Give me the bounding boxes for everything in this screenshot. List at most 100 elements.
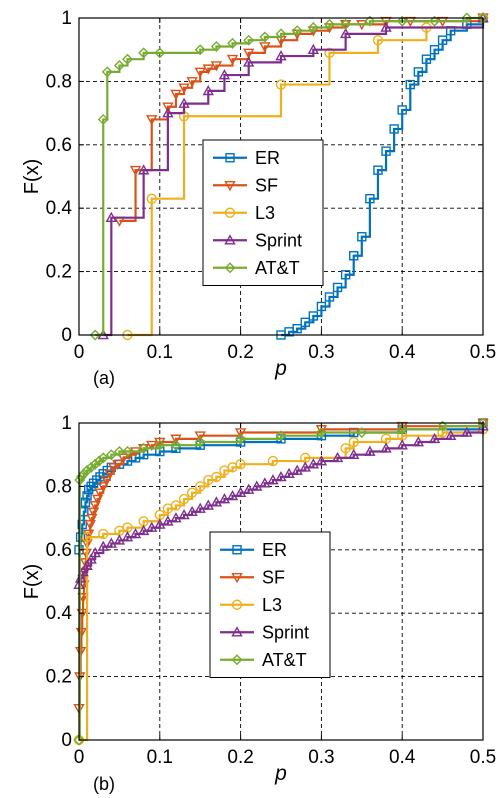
data-point [186, 505, 198, 517]
legend-item: ER [220, 540, 287, 560]
data-point [437, 420, 449, 432]
data-point [259, 31, 271, 43]
data-point [308, 311, 319, 321]
legend-marker [224, 207, 236, 218]
data-point [97, 452, 109, 464]
legend-label: ER [262, 540, 287, 560]
axes-frame [78, 422, 484, 741]
panel-label: (b) [93, 774, 115, 794]
data-point [194, 431, 206, 442]
data-point [89, 547, 101, 558]
data-point [105, 211, 118, 223]
data-point [372, 34, 384, 46]
data-point [113, 446, 125, 458]
y-axis-label: F(x) [21, 564, 43, 600]
data-point [461, 426, 473, 437]
data-point [340, 270, 351, 280]
x-tick-label: 0.4 [389, 747, 416, 768]
data-point [242, 48, 255, 59]
data-point [235, 459, 246, 470]
series-line [103, 18, 485, 337]
data-point [444, 429, 457, 440]
data-point [332, 282, 343, 293]
data-point [194, 481, 206, 492]
series-att [89, 12, 489, 341]
data-point [186, 77, 198, 88]
data-point [105, 537, 118, 548]
x-tick-label: 0.1 [147, 342, 173, 363]
y-axis-label: F(x) [21, 159, 43, 195]
data-point [80, 497, 91, 507]
data-point [154, 518, 166, 529]
x-tick-label: 0.3 [308, 747, 334, 768]
data-point [194, 436, 206, 448]
data-point [138, 442, 150, 454]
data-point [97, 482, 109, 493]
legend-item: L3 [213, 203, 275, 223]
x-axis-label: p [274, 762, 287, 785]
data-point [300, 317, 310, 328]
data-point [429, 45, 440, 55]
data-point [81, 559, 93, 570]
y-tick-label: 1 [61, 413, 72, 434]
data-point [218, 69, 231, 80]
data-point [121, 53, 133, 65]
data-point [340, 18, 352, 30]
data-point [364, 15, 376, 27]
legend-marker [231, 599, 243, 610]
data-point [74, 474, 86, 486]
data-point [331, 451, 344, 463]
data-point [307, 43, 320, 54]
x-tick-label: 0 [74, 342, 85, 363]
data-point [275, 470, 287, 482]
data-point [146, 521, 158, 532]
data-point [89, 501, 101, 512]
data-point [307, 22, 319, 33]
legend-marker [231, 572, 243, 584]
series-line [79, 429, 485, 742]
y-tick-label: 0 [61, 730, 72, 751]
data-point [315, 455, 328, 466]
data-point [97, 540, 109, 551]
data-point [97, 113, 109, 125]
ticks: 0 0.1 0.2 0.3 0.4 0.5 0 0.2 0.4 0.6 0.8 1 [46, 413, 497, 768]
y-tick-label: 0 [61, 325, 72, 346]
data-point [428, 432, 441, 444]
data-point [154, 47, 166, 59]
x-tick-label: 0.5 [470, 342, 496, 363]
grid [79, 423, 483, 740]
data-point [117, 453, 130, 464]
legend-marker [224, 234, 236, 245]
data-point [154, 439, 166, 451]
legend-marker [231, 654, 243, 666]
data-point [194, 502, 206, 513]
data-point [275, 79, 287, 90]
legend-item: SF [213, 175, 278, 195]
legend-item: SF [220, 567, 285, 587]
legend-item: L3 [220, 595, 282, 615]
data-point [267, 474, 279, 485]
legend-label: L3 [262, 595, 282, 615]
data-point [413, 67, 424, 77]
data-point [85, 553, 97, 564]
data-point [348, 448, 360, 459]
y-tick-label: 0.2 [46, 262, 72, 283]
data-point [227, 37, 239, 49]
data-point [113, 60, 125, 72]
data-point [389, 124, 399, 134]
data-point [202, 499, 214, 510]
data-point [91, 494, 104, 506]
data-point [92, 475, 102, 485]
data-point [340, 443, 351, 454]
data-point [234, 486, 247, 498]
data-point [421, 54, 432, 64]
legend-item: Sprint [213, 230, 302, 250]
y-tick-label: 0.6 [46, 135, 72, 156]
x-tick-label: 0 [74, 747, 85, 768]
data-point [94, 488, 106, 499]
data-point [101, 66, 113, 78]
data-point [138, 47, 150, 59]
legend-label: Sprint [262, 622, 309, 642]
data-point [226, 489, 239, 501]
